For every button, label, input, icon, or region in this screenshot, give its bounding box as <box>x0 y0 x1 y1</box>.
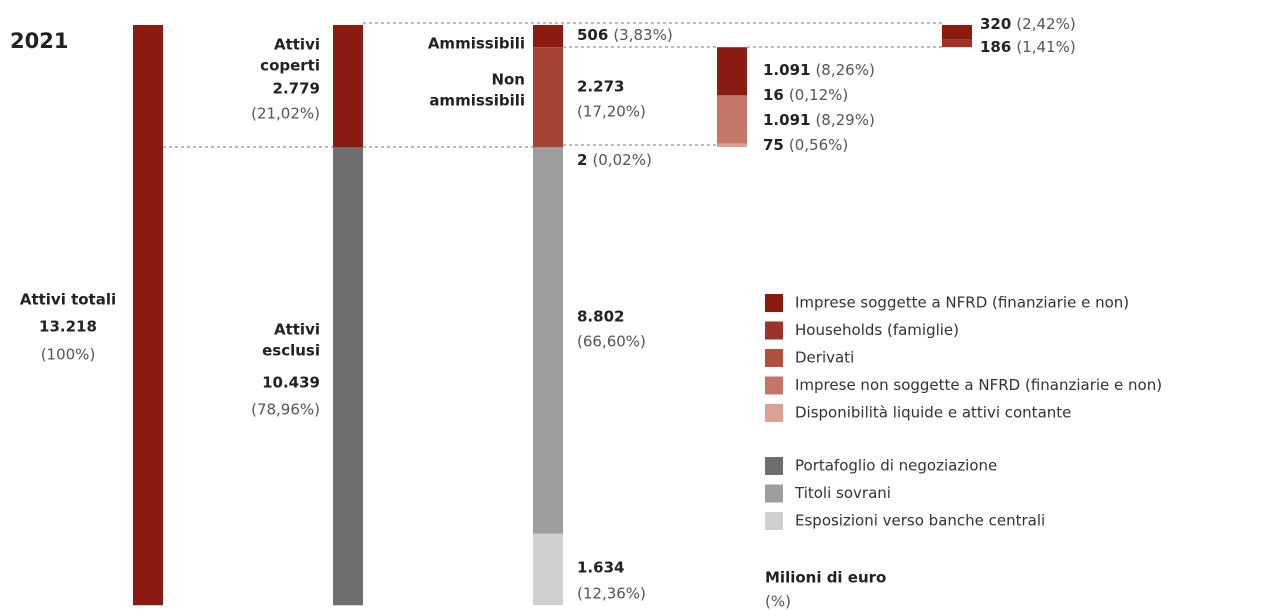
value-label: 2.273 <box>577 78 624 96</box>
value-label: 2 <box>577 151 587 169</box>
legend-swatch <box>765 512 783 530</box>
bar-segment <box>333 25 363 147</box>
value-label: 8.802 <box>577 308 624 326</box>
value-label: 320 <box>980 15 1011 33</box>
legend-label: Disponibilità liquide e attivi contante <box>795 404 1071 422</box>
unit: Milioni di euro <box>765 569 886 587</box>
segment-name: Attivi totali <box>20 291 116 309</box>
year: 2021 <box>10 29 68 53</box>
segment-name: Attivi <box>274 321 320 339</box>
segment-name: ammissibili <box>429 92 525 110</box>
segment-label: 506 (3,83%) <box>577 26 673 44</box>
pct-label: (2,42%) <box>1016 15 1075 33</box>
legend-swatch <box>765 321 783 340</box>
value-label: 10.439 <box>262 374 320 392</box>
legend-label: Imprese non soggette a NFRD (finanziarie… <box>795 376 1162 394</box>
value-label: 2.779 <box>273 80 320 98</box>
segment-label: 75 (0,56%) <box>763 136 848 154</box>
legend-label: Imprese soggette a NFRD (finanziarie e n… <box>795 294 1129 312</box>
legend-label: Derivati <box>795 349 854 367</box>
value-label: 75 <box>763 136 784 154</box>
value-label: 186 <box>980 38 1011 56</box>
pct-label: (0,56%) <box>789 136 848 154</box>
bar-segment <box>717 95 747 96</box>
value-label: 1.091 <box>763 111 810 129</box>
pct-label: (0,02%) <box>592 151 651 169</box>
legend-label: Households (famiglie) <box>795 321 959 339</box>
bar-segment <box>717 95 747 144</box>
legend-label: Portafoglio di negoziazione <box>795 457 997 475</box>
segment-name: Attivi <box>274 36 320 54</box>
unit-pct: (%) <box>765 593 791 610</box>
value-label: 1.634 <box>577 559 624 577</box>
bar-segment <box>533 47 563 147</box>
bar-segment <box>133 25 163 606</box>
pct-label: (8,29%) <box>815 111 874 129</box>
segment-name: esclusi <box>262 342 320 360</box>
legend-swatch <box>765 376 783 395</box>
connectors <box>163 22 942 148</box>
value-label: 16 <box>763 86 784 104</box>
pct-label: (8,26%) <box>815 61 874 79</box>
segment-name: coperti <box>260 57 320 75</box>
pct-label: (17,20%) <box>577 103 646 121</box>
legend-label: Titoli sovrani <box>794 484 891 502</box>
legend-swatch <box>765 349 783 367</box>
value-label: 506 <box>577 26 608 44</box>
pct-label: (1,41%) <box>1016 38 1075 56</box>
pct-label: (100%) <box>41 346 96 364</box>
segment-name: Ammissibili <box>428 35 525 53</box>
bar-segment <box>533 533 563 606</box>
pct-label: (3,83%) <box>613 26 672 44</box>
bar-segment <box>333 146 363 606</box>
pct-label: (0,12%) <box>789 86 848 104</box>
legend-swatch <box>765 294 783 312</box>
segment-name: Non <box>491 71 525 89</box>
segment-label: 320 (2,42%) <box>980 15 1076 33</box>
segment-label: 2 (0,02%) <box>577 151 652 169</box>
legend-label: Esposizioni verso banche centrali <box>795 512 1045 530</box>
legend-swatch <box>765 404 783 422</box>
segment-label: 1.091 (8,26%) <box>763 61 875 79</box>
legend-swatch <box>765 457 783 475</box>
bar-segment <box>942 39 972 48</box>
bar-segment <box>717 143 747 147</box>
bar-segment <box>942 25 972 40</box>
legend-swatch <box>765 484 783 503</box>
bar-segment <box>533 147 563 534</box>
pct-label: (78,96%) <box>251 401 320 419</box>
segment-label: 1.091 (8,29%) <box>763 111 875 129</box>
pct-label: (12,36%) <box>577 585 646 603</box>
bar-segment <box>717 47 747 96</box>
pct-label: (21,02%) <box>251 105 320 123</box>
dashed-lines <box>163 22 942 148</box>
pct-label: (66,60%) <box>577 333 646 351</box>
segment-label: 186 (1,41%) <box>980 38 1076 56</box>
value-label: 13.218 <box>39 318 97 336</box>
segment-label: 16 (0,12%) <box>763 86 848 104</box>
bar-segment <box>533 25 563 48</box>
value-label: 1.091 <box>763 61 810 79</box>
